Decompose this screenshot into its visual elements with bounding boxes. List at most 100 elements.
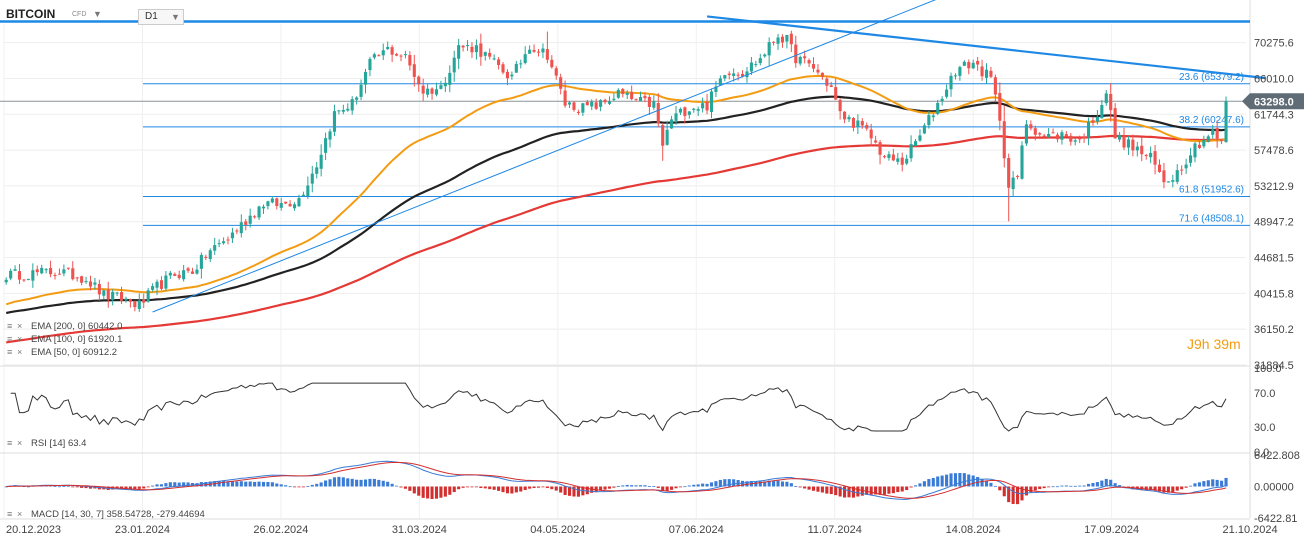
candle[interactable] [860, 118, 864, 129]
candle[interactable] [962, 60, 966, 67]
candle[interactable] [142, 293, 146, 309]
candle[interactable] [408, 51, 412, 71]
candle[interactable] [1157, 159, 1162, 173]
candle[interactable] [638, 91, 643, 102]
candle[interactable] [9, 268, 13, 281]
candle[interactable] [266, 200, 270, 210]
candle[interactable] [718, 75, 722, 86]
candle[interactable] [301, 191, 305, 198]
candle[interactable] [1055, 132, 1060, 143]
candle[interactable] [905, 154, 909, 166]
candle[interactable] [182, 264, 186, 282]
candle[interactable] [749, 56, 753, 75]
candle[interactable] [80, 275, 84, 286]
candle[interactable] [603, 98, 607, 105]
rsi-legend-item[interactable]: ≡ × RSI [14] 63.4 [7, 438, 86, 449]
candle[interactable] [1109, 83, 1113, 122]
candle[interactable] [1060, 129, 1064, 145]
candle[interactable] [1069, 132, 1073, 146]
candle[interactable] [816, 64, 820, 75]
candle[interactable] [26, 278, 30, 281]
candle[interactable] [319, 144, 323, 177]
candle[interactable] [230, 227, 234, 243]
candle[interactable] [137, 293, 141, 312]
candle[interactable] [1033, 125, 1037, 141]
candle[interactable] [528, 45, 532, 54]
timeframe-select[interactable]: D1 ▼ [138, 9, 184, 25]
candle[interactable] [75, 276, 79, 282]
candle[interactable] [359, 79, 363, 101]
candle[interactable] [177, 270, 181, 280]
candle[interactable] [1100, 99, 1104, 119]
candle[interactable] [119, 286, 124, 305]
candle[interactable] [536, 48, 541, 57]
candle[interactable] [501, 62, 505, 75]
candle[interactable] [66, 267, 70, 271]
candle[interactable] [599, 99, 603, 112]
candle[interactable] [1073, 137, 1077, 146]
candle[interactable] [678, 107, 682, 115]
candle[interactable] [900, 152, 904, 172]
menu-icon[interactable]: ≡ [7, 438, 12, 448]
candle[interactable] [1171, 174, 1175, 188]
candle[interactable] [430, 87, 434, 100]
candle[interactable] [1029, 120, 1033, 131]
candle[interactable] [1078, 135, 1082, 144]
candle[interactable] [758, 53, 762, 66]
candle[interactable] [1047, 127, 1051, 138]
candle[interactable] [186, 266, 190, 273]
candle[interactable] [1024, 120, 1028, 146]
candle[interactable] [1118, 131, 1122, 142]
candle[interactable] [151, 283, 155, 292]
ema-legend-item[interactable]: ≡ × EMA [200, 0] 60442.0 [7, 321, 122, 332]
menu-icon[interactable]: ≡ [7, 334, 12, 344]
resistance-trendline[interactable] [706, 15, 1267, 80]
candle[interactable] [222, 237, 226, 245]
candle[interactable] [568, 100, 572, 108]
candle[interactable] [1016, 174, 1020, 180]
ema-legend-item[interactable]: ≡ × EMA [100, 0] 61920.1 [7, 334, 122, 345]
candle[interactable] [709, 88, 714, 119]
candle[interactable] [847, 114, 851, 123]
candle[interactable] [88, 275, 93, 291]
candle[interactable] [754, 60, 758, 68]
candle[interactable] [35, 265, 39, 276]
candle[interactable] [621, 87, 625, 98]
candle[interactable] [1095, 109, 1099, 125]
close-icon[interactable]: × [17, 334, 22, 344]
candle[interactable] [825, 76, 829, 92]
candle[interactable] [439, 80, 443, 90]
candle[interactable] [785, 34, 789, 49]
candle[interactable] [292, 202, 297, 211]
candle[interactable] [434, 82, 439, 97]
candle[interactable] [1149, 146, 1153, 164]
candle[interactable] [372, 52, 376, 60]
candle[interactable] [931, 113, 935, 122]
candle[interactable] [732, 68, 736, 82]
candle[interactable] [607, 96, 612, 105]
candle[interactable] [834, 78, 838, 101]
candle[interactable] [1193, 141, 1197, 163]
candle[interactable] [71, 261, 75, 281]
candle[interactable] [776, 33, 780, 50]
candle[interactable] [417, 75, 421, 92]
candle[interactable] [1051, 128, 1055, 134]
candle[interactable] [1011, 171, 1015, 196]
candle[interactable] [93, 277, 97, 290]
candle[interactable] [572, 101, 576, 112]
candle[interactable] [288, 200, 292, 207]
candle[interactable] [381, 43, 385, 61]
ema50-line[interactable] [5, 74, 1227, 306]
candle[interactable] [355, 96, 359, 105]
candle[interactable] [789, 30, 793, 53]
candle[interactable] [261, 204, 266, 214]
candle[interactable] [998, 82, 1002, 131]
candle[interactable] [1180, 165, 1184, 176]
candle[interactable] [1220, 139, 1224, 145]
candle[interactable] [874, 135, 878, 144]
menu-icon[interactable]: ≡ [7, 321, 12, 331]
candle[interactable] [967, 59, 971, 75]
candle[interactable] [550, 55, 554, 69]
candle[interactable] [1007, 153, 1011, 222]
